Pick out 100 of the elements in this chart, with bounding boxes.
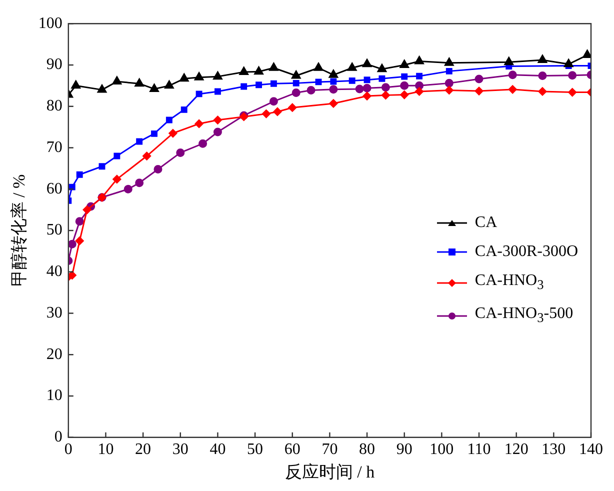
point — [180, 106, 188, 113]
point — [179, 73, 189, 82]
point — [273, 107, 282, 116]
x-tick-label: 140 — [579, 441, 603, 458]
point — [262, 110, 270, 118]
point — [68, 240, 76, 248]
point — [348, 77, 356, 84]
point — [269, 62, 278, 71]
point — [538, 71, 547, 80]
point — [75, 236, 84, 246]
x-tick-label: 70 — [322, 441, 338, 458]
point — [68, 270, 76, 280]
y-axis-title: 甲醇转化率 / % — [10, 174, 29, 287]
point — [444, 86, 454, 94]
y-tick-label: 60 — [46, 180, 62, 198]
x-tick-label: 80 — [359, 441, 376, 458]
y-tick-label: 70 — [46, 138, 62, 156]
x-tick-label: 60 — [284, 441, 300, 458]
x-tick-label: 20 — [135, 441, 152, 458]
point — [508, 85, 517, 94]
point — [136, 138, 143, 145]
point — [292, 88, 300, 97]
point — [98, 163, 106, 170]
x-tick-label: 100 — [430, 441, 454, 458]
y-tick-label: 100 — [38, 14, 62, 32]
x-tick-label: 110 — [467, 441, 491, 458]
point — [214, 88, 221, 95]
x-tick-label: 10 — [98, 441, 114, 458]
point — [330, 78, 337, 85]
point — [75, 217, 84, 226]
point — [381, 90, 390, 100]
point — [329, 85, 338, 94]
point — [329, 99, 338, 108]
point — [213, 116, 222, 124]
point — [568, 71, 577, 80]
point — [114, 152, 120, 160]
legend-label: CA-300R-300O — [474, 242, 578, 262]
y-tick-label: 0 — [54, 428, 62, 446]
point — [415, 87, 424, 96]
legend-label: CA — [474, 213, 498, 233]
point — [213, 128, 222, 136]
point — [196, 90, 202, 98]
y-tick-label: 30 — [46, 304, 62, 322]
point — [508, 70, 517, 80]
legend-label: CA-HNO$_{3}$-500 — [474, 304, 574, 328]
point — [142, 152, 152, 160]
point — [416, 72, 423, 80]
point — [444, 78, 454, 88]
point — [377, 64, 387, 72]
point — [256, 82, 262, 88]
y-tick-label: 80 — [46, 98, 62, 115]
point — [76, 171, 83, 178]
point — [254, 66, 264, 75]
y-tick-label: 20 — [46, 346, 62, 363]
point — [504, 56, 514, 66]
point — [112, 174, 122, 184]
point — [362, 92, 372, 100]
point — [124, 184, 132, 194]
y-tick-label: 50 — [46, 222, 62, 239]
point — [414, 56, 424, 64]
point — [362, 84, 372, 92]
point — [355, 84, 364, 94]
point — [135, 178, 144, 188]
x-tick-label: 50 — [247, 441, 264, 458]
point — [154, 165, 162, 174]
x-tick-label: 40 — [210, 441, 226, 458]
point — [444, 58, 454, 66]
point — [446, 68, 452, 74]
point — [347, 62, 357, 71]
x-tick-label: 120 — [504, 441, 528, 458]
point — [240, 83, 248, 90]
point — [269, 97, 278, 106]
point — [176, 148, 185, 157]
point — [538, 87, 547, 96]
point — [198, 139, 208, 148]
point — [401, 73, 408, 80]
point — [564, 58, 574, 68]
point — [112, 76, 122, 85]
x-tick-label: 30 — [172, 441, 188, 458]
point — [400, 81, 409, 90]
y-tick-label: 40 — [46, 263, 62, 280]
legend-label: CA-HNO$_{3}$ — [474, 271, 544, 294]
point — [568, 88, 577, 97]
point — [400, 60, 410, 68]
y-tick-label: 10 — [46, 387, 62, 404]
point — [82, 206, 92, 214]
point — [582, 50, 591, 58]
point — [328, 70, 338, 78]
x-axis-title: 反应时间 / h — [284, 462, 376, 482]
point — [314, 62, 324, 71]
point — [151, 130, 158, 137]
point — [306, 86, 316, 94]
point — [288, 103, 297, 112]
point — [164, 80, 174, 89]
point — [381, 83, 390, 92]
point — [378, 75, 386, 82]
point — [474, 86, 484, 96]
point — [362, 58, 372, 68]
point — [194, 72, 204, 80]
point — [364, 76, 370, 84]
